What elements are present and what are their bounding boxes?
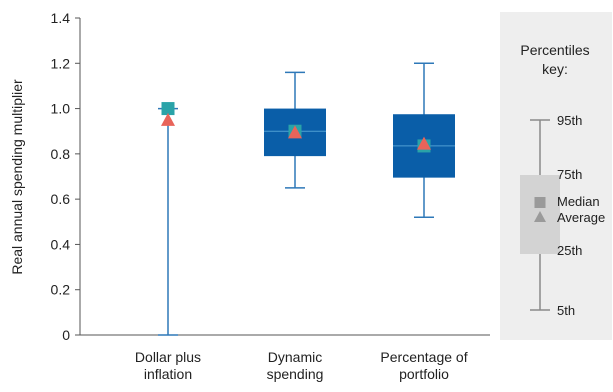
category-label: portfolio: [399, 366, 449, 382]
key-label-p25: 25th: [557, 243, 582, 258]
average-marker: [161, 112, 175, 126]
y-tick-label: 0.8: [51, 146, 71, 162]
key-label-p95: 95th: [557, 113, 582, 128]
y-tick-label: 0.6: [51, 191, 71, 207]
category-label: spending: [267, 366, 324, 382]
key-median-marker: [534, 197, 546, 208]
y-tick-label: 1.0: [51, 101, 71, 117]
category-label: Dollar plus: [135, 349, 201, 365]
category-label: Percentage of: [380, 349, 467, 365]
key-label-median: Median: [557, 194, 600, 209]
y-tick-label: 1.4: [51, 10, 71, 26]
key-label-p5: 5th: [557, 303, 575, 318]
key-title: key:: [542, 61, 568, 77]
y-tick-label: 1.2: [51, 55, 71, 71]
plot-area: 0 0.2 0.4 0.6 0.8 1.0 1.2 1.4 Dollar plusinflati…: [51, 10, 490, 382]
y-tick-label: 0.4: [51, 236, 71, 252]
y-axis-label: Real annual spending multiplier: [9, 79, 25, 275]
average-marker: [288, 125, 302, 139]
y-tick-label: 0: [62, 327, 70, 343]
average-marker: [417, 136, 431, 150]
key-label-p75: 75th: [557, 167, 582, 182]
category-label: Dynamic: [268, 349, 322, 365]
y-tick-label: 0.2: [51, 282, 71, 298]
category-label: inflation: [144, 366, 192, 382]
median-marker: [161, 102, 175, 116]
key-average-marker: [534, 211, 546, 222]
key-title: Percentiles: [520, 42, 589, 58]
key-label-average: Average: [557, 210, 605, 225]
